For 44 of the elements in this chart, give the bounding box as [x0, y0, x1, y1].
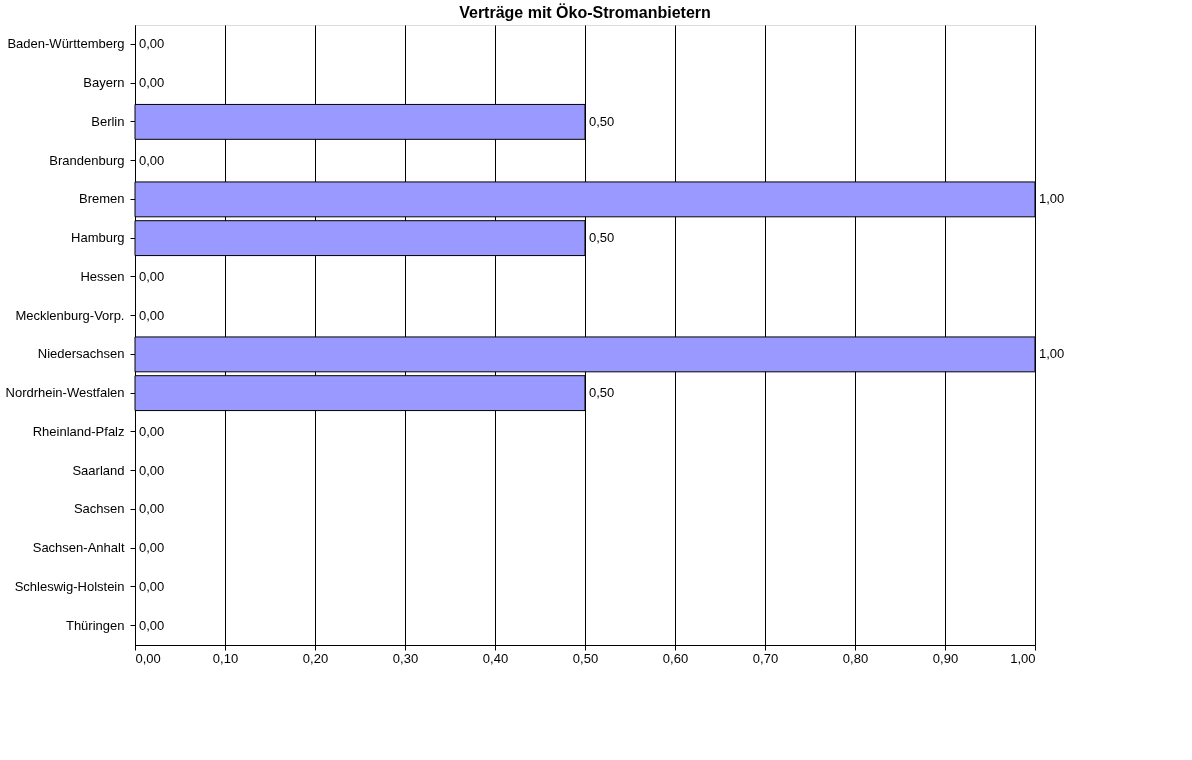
y-tick-label: Bayern: [83, 75, 125, 91]
x-tick-label: 0,70: [752, 650, 779, 666]
y-tick-label: Saarland: [72, 462, 125, 478]
data-label: 0,00: [139, 578, 165, 594]
x-tick-label: 0,20: [302, 650, 329, 666]
chart-title: Verträge mit Öko-Stromanbietern: [459, 3, 711, 21]
x-tick-label: 0,80: [842, 650, 869, 666]
y-tick-label: Mecklenburg-Vorp.: [15, 307, 125, 323]
data-label: 0,50: [589, 230, 615, 246]
y-tick-label: Hessen: [80, 268, 125, 284]
y-tick-label: Sachsen-Anhalt: [32, 540, 125, 556]
x-tick-label: 0,60: [662, 650, 689, 666]
data-label: 0,00: [139, 307, 165, 323]
y-tick-label: Hamburg: [71, 230, 125, 246]
y-tick-label: Thüringen: [65, 617, 125, 633]
data-label: 0,00: [139, 540, 165, 556]
y-tick-label: Berlin: [91, 113, 125, 129]
y-tick-label: Niedersachsen: [37, 346, 125, 362]
data-label: 0,00: [139, 36, 165, 52]
x-tick-label: 0,30: [392, 650, 419, 666]
data-label: 0,00: [139, 617, 165, 633]
data-label: 0,00: [139, 152, 165, 168]
y-tick-label: Rheinland-Pfalz: [32, 423, 125, 439]
y-tick-label: Brandenburg: [49, 152, 125, 168]
data-label: 0,00: [139, 75, 165, 91]
data-label: 1,00: [1039, 191, 1065, 207]
x-tick-label: 0,00: [135, 650, 161, 666]
data-label: 0,00: [139, 462, 165, 478]
y-tick-label: Baden-Württemberg: [7, 36, 125, 52]
data-label: 0,00: [139, 268, 165, 284]
data-label: 0,50: [589, 113, 615, 129]
y-tick-label: Nordrhein-Westfalen: [5, 385, 125, 401]
x-tick-label: 0,90: [932, 650, 959, 666]
x-tick-label: 0,40: [482, 650, 509, 666]
data-label: 0,00: [139, 423, 165, 439]
x-tick-label: 1,00: [1010, 650, 1036, 666]
x-tick-label: 0,10: [212, 650, 239, 666]
y-tick-label: Bremen: [78, 191, 125, 207]
data-label: 0,00: [139, 501, 165, 517]
y-tick-label: Schleswig-Holstein: [14, 578, 125, 594]
data-label: 0,50: [589, 385, 615, 401]
data-label: 1,00: [1039, 346, 1065, 362]
y-tick-label: Sachsen: [73, 501, 125, 517]
x-tick-label: 0,50: [572, 650, 599, 666]
